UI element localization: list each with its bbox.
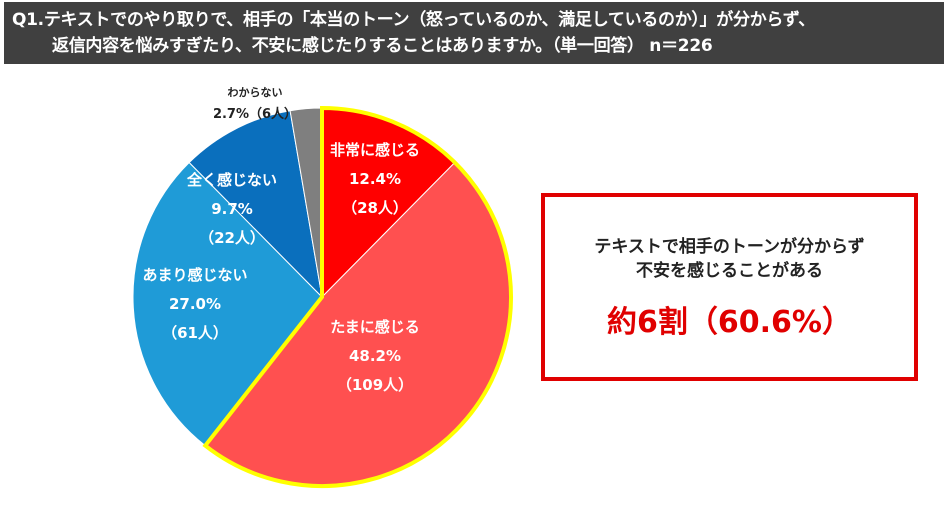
slice-label-0-2: （28人） <box>342 199 408 217</box>
slice-label-1-1: 48.2% <box>349 347 401 365</box>
callout-value: 約6割（60.6%） <box>607 305 852 340</box>
slice-label-4-0: わからない <box>228 86 283 99</box>
pie-slice-3 <box>188 110 323 299</box>
slice-label-2-2: （61人） <box>162 324 228 342</box>
slice-label-2-0: あまり感じない <box>142 266 247 284</box>
slice-label-1-0: たまに感じる <box>330 318 420 336</box>
slice-label-1-2: （109人） <box>337 376 413 394</box>
slice-label-2-1: 27.0% <box>169 295 221 313</box>
slice-label-3-0: 全く感じない <box>186 171 277 189</box>
slice-label-3-2: （22人） <box>199 229 265 247</box>
slice-label-0-1: 12.4% <box>349 170 401 188</box>
callout-line-2: 不安を感じることがある <box>636 261 823 281</box>
pie-slice-2 <box>132 161 323 447</box>
highlight-outline <box>202 105 513 488</box>
title-line-2: 返信内容を悩みすぎたり、不安に感じたりすることはありますか。（単一回答） n＝2… <box>52 36 713 56</box>
chart-title: Q1.テキストでのやり取りで、相手の「本当のトーン（怒っているのか、満足している… <box>4 2 944 64</box>
slice-label-0-0: 非常に感じる <box>330 141 420 159</box>
slice-label-4-1: 2.7%（6人） <box>213 106 297 122</box>
pie-chart: 非常に感じる 12.4% （28人） たまに感じる 48.2% （109人） あまり感じない… <box>132 86 513 488</box>
title-line-1: Q1.テキストでのやり取りで、相手の「本当のトーン（怒っているのか、満足している… <box>12 10 815 30</box>
callout-line-1: テキストで相手のトーンが分からず <box>594 237 865 257</box>
callout-box: テキストで相手のトーンが分からず 不安を感じることがある 約6割（60.6%） <box>541 193 918 381</box>
slice-label-3-1: 9.7% <box>211 200 253 218</box>
